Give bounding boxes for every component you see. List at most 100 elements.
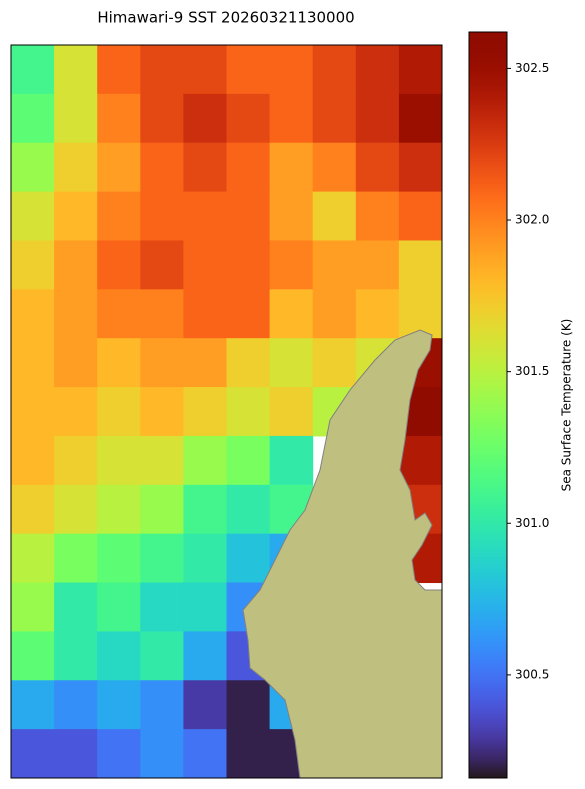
heatmap <box>11 45 443 779</box>
sst-cell <box>97 240 141 290</box>
sst-cell <box>140 729 184 779</box>
sst-cell <box>97 191 141 241</box>
sst-cell <box>226 191 271 241</box>
chart-title: Himawari-9 SST 20260321130000 <box>97 9 354 27</box>
sst-cell <box>140 582 184 632</box>
sst-cell <box>269 338 314 388</box>
sst-cell <box>355 289 400 339</box>
sst-cell <box>269 93 314 144</box>
sst-cell <box>11 338 55 388</box>
sst-cell <box>11 533 55 584</box>
colorbar-label: Sea Surface Temperature (K) <box>560 319 574 492</box>
sst-cell <box>97 435 141 486</box>
sst-cell <box>54 191 98 241</box>
sst-cell <box>140 338 184 388</box>
sst-cell <box>140 435 184 486</box>
sst-cell <box>183 533 227 584</box>
sst-cell <box>398 45 443 95</box>
sst-cell <box>355 45 400 95</box>
sst-cell <box>269 387 314 437</box>
colorbar-tick-label: 301.5 <box>515 364 549 378</box>
sst-cell <box>183 93 227 144</box>
sst-cell <box>97 631 141 681</box>
sst-cell <box>355 142 400 193</box>
sst-cell <box>11 387 55 437</box>
sst-cell <box>140 533 184 584</box>
colorbar-tick-label: 302.5 <box>515 61 549 75</box>
sst-cell <box>97 680 141 730</box>
sst-cell <box>183 387 227 437</box>
sst-cell <box>312 240 357 290</box>
sst-cell <box>54 289 98 339</box>
sst-cell <box>54 93 98 144</box>
sst-cell <box>183 680 227 730</box>
sst-cell <box>312 93 357 144</box>
sst-cell <box>11 240 55 290</box>
sst-cell <box>269 240 314 290</box>
sst-cell <box>54 631 98 681</box>
sst-cell <box>11 680 55 730</box>
sst-cell <box>183 582 227 632</box>
sst-cell <box>11 45 55 95</box>
colorbar-tick-label: 301.0 <box>515 516 549 530</box>
sst-cell <box>140 631 184 681</box>
sst-cell <box>312 142 357 193</box>
sst-cell <box>140 289 184 339</box>
sst-cell <box>11 289 55 339</box>
sst-cell <box>183 142 227 193</box>
sst-cell <box>97 142 141 193</box>
sst-cell <box>183 729 227 779</box>
sst-cell <box>355 93 400 144</box>
sst-cell <box>226 45 271 95</box>
sst-cell <box>269 289 314 339</box>
sst-cell <box>226 387 271 437</box>
sst-cell <box>183 338 227 388</box>
sst-cell <box>140 680 184 730</box>
sst-cell <box>11 729 55 779</box>
sst-cell <box>97 45 141 95</box>
sst-cell <box>226 484 271 535</box>
sst-cell <box>97 93 141 144</box>
sst-cell <box>312 338 357 388</box>
sst-cell <box>140 484 184 535</box>
sst-cell <box>269 45 314 95</box>
sst-cell <box>226 729 271 779</box>
sst-cell <box>11 142 55 193</box>
sst-cell <box>183 45 227 95</box>
sst-cell <box>97 484 141 535</box>
sst-cell <box>54 680 98 730</box>
sst-cell <box>97 582 141 632</box>
sst-cell <box>54 435 98 486</box>
sst-cell <box>269 191 314 241</box>
sst-cell <box>183 631 227 681</box>
sst-cell <box>140 45 184 95</box>
sst-cell <box>398 435 443 486</box>
sst-cell <box>312 191 357 241</box>
sst-cell <box>11 484 55 535</box>
sst-cell <box>11 191 55 241</box>
map-frame <box>10 44 443 779</box>
colorbar-tick-label: 300.5 <box>515 667 549 681</box>
sst-cell <box>54 338 98 388</box>
sst-cell <box>183 435 227 486</box>
sst-cell <box>54 387 98 437</box>
sst-cell <box>226 680 271 730</box>
colorbar <box>468 31 508 779</box>
sst-cell <box>226 338 271 388</box>
sst-cell <box>269 142 314 193</box>
sst-cell <box>140 191 184 241</box>
sst-cell <box>11 435 55 486</box>
sst-cell <box>398 142 443 193</box>
sst-cell <box>269 435 314 486</box>
sst-cell <box>11 93 55 144</box>
sst-cell <box>398 93 443 144</box>
sst-cell <box>97 289 141 339</box>
sst-cell <box>312 289 357 339</box>
sst-cell <box>140 240 184 290</box>
sst-cell <box>226 533 271 584</box>
sst-cell <box>54 484 98 535</box>
sst-cell <box>226 289 271 339</box>
sst-cell <box>312 45 357 95</box>
sst-cell <box>226 435 271 486</box>
sst-cell <box>54 240 98 290</box>
